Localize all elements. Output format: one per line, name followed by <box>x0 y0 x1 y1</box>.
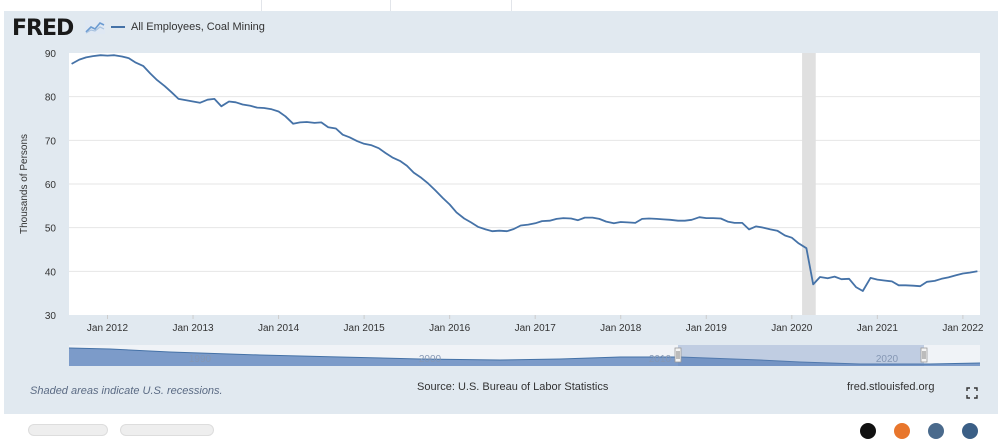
x-tick-label: Jan 2014 <box>258 323 300 334</box>
toolbar-divider <box>261 0 262 11</box>
legend-label: All Employees, Coal Mining <box>131 21 265 33</box>
legend-swatch <box>111 26 125 28</box>
y-tick-label: 30 <box>45 311 57 322</box>
x-tick-label: Jan 2018 <box>600 323 642 334</box>
x-tick-label: Jan 2012 <box>87 323 129 334</box>
fullscreen-icon[interactable] <box>966 387 978 399</box>
source-text: Source: U.S. Bureau of Labor Statistics <box>417 381 609 393</box>
series-line <box>71 54 978 292</box>
twitter-icon[interactable] <box>962 423 978 439</box>
navigator-selection <box>678 345 924 366</box>
x-tick-label: Jan 2015 <box>344 323 386 334</box>
bottom-strip <box>0 414 1000 427</box>
fred-logo[interactable]: FRED <box>12 16 74 41</box>
x-tick-label: Jan 2021 <box>857 323 899 334</box>
y-tick-label: 40 <box>45 267 57 278</box>
navigator-year-label: 2020 <box>876 354 899 365</box>
navigator-year-label: 2000 <box>419 354 442 365</box>
navigator-year-label: 1990 <box>189 354 212 365</box>
share-icon[interactable] <box>860 423 876 439</box>
facebook-icon[interactable] <box>928 423 944 439</box>
y-tick-label: 70 <box>45 136 57 147</box>
y-tick-label: 90 <box>45 49 57 60</box>
rss-icon[interactable] <box>894 423 910 439</box>
x-tick-label: Jan 2017 <box>515 323 557 334</box>
x-tick-label: Jan 2013 <box>172 323 214 334</box>
line-chart-icon <box>85 20 105 34</box>
x-tick-label: Jan 2020 <box>771 323 813 334</box>
range-navigator: 1990 2000 2010 2020 <box>68 345 981 366</box>
navigator-line <box>68 347 981 365</box>
edit-graph-button[interactable] <box>28 424 108 436</box>
y-tick-label: 60 <box>45 180 57 191</box>
navigator-year-label: 2010 <box>649 354 672 365</box>
navigator-handle-left <box>674 347 682 363</box>
navigator-area <box>69 348 980 366</box>
x-tick-label: Jan 2019 <box>686 323 728 334</box>
toolbar-divider <box>511 0 512 11</box>
navigator-handle-right <box>920 347 928 363</box>
top-toolbar-strip <box>0 0 1000 11</box>
recession-band <box>802 53 816 315</box>
line-chart[interactable]: 30 40 50 60 70 80 90 Jan 2012 Jan 2013 Jan 2014 J… <box>0 0 1000 427</box>
y-tick-label: 50 <box>45 224 57 235</box>
chart-legend[interactable]: All Employees, Coal Mining <box>111 21 265 33</box>
toolbar-divider <box>390 0 391 11</box>
site-link[interactable]: fred.stlouisfed.org <box>847 381 935 393</box>
download-button[interactable] <box>120 424 214 436</box>
y-tick-label: 80 <box>45 93 57 104</box>
x-tick-label: Jan 2016 <box>429 323 471 334</box>
x-tick-label: Jan 2022 <box>942 323 984 334</box>
recession-note: Shaded areas indicate U.S. recessions. <box>30 385 223 397</box>
y-axis-label: Thousands of Persons <box>19 134 30 234</box>
